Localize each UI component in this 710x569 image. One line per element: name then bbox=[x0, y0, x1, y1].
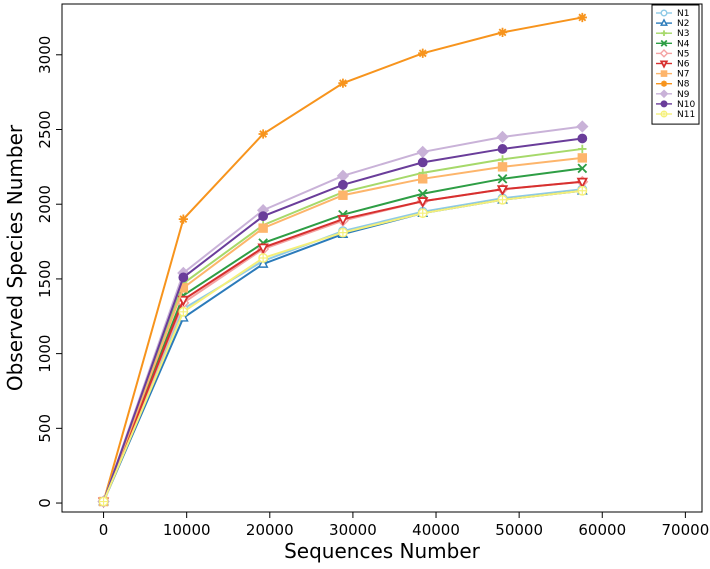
data-point bbox=[257, 257, 269, 268]
x-tick-label: 60000 bbox=[578, 521, 626, 539]
x-tick-label: 40000 bbox=[412, 521, 460, 539]
legend-label: N10 bbox=[677, 100, 695, 110]
data-point bbox=[417, 188, 428, 199]
legend-item: N5 bbox=[656, 49, 689, 59]
data-point bbox=[497, 194, 508, 205]
legend-label: N9 bbox=[677, 90, 690, 100]
data-point bbox=[496, 130, 509, 144]
data-point bbox=[577, 12, 587, 23]
legend-label: N3 bbox=[677, 29, 689, 39]
axes: 0 10000 20000 30000 40000 50000 60000 70000 0 500… bbox=[36, 36, 709, 539]
legend-item: N11 bbox=[656, 110, 695, 120]
data-point bbox=[417, 157, 428, 168]
legend-item: N8 bbox=[656, 80, 690, 90]
data-point bbox=[576, 120, 589, 133]
y-tick-label: 500 bbox=[36, 414, 54, 443]
legend-item: N9 bbox=[656, 89, 690, 100]
x-tick-label: 0 bbox=[99, 521, 109, 539]
legend-label: N8 bbox=[677, 80, 690, 90]
data-point bbox=[497, 144, 508, 154]
data-point bbox=[338, 227, 348, 238]
plot-frame bbox=[61, 3, 703, 513]
x-axis-title: Sequences Number bbox=[284, 539, 481, 563]
legend-item: N2 bbox=[656, 18, 689, 29]
legend-item: N4 bbox=[656, 39, 690, 49]
legend-label: N11 bbox=[677, 110, 695, 120]
series-n8 bbox=[98, 12, 587, 507]
x-tick-label: 10000 bbox=[163, 521, 211, 539]
data-point bbox=[418, 174, 428, 184]
data-point bbox=[336, 169, 350, 182]
y-tick-label: 3000 bbox=[36, 36, 54, 74]
y-tick-label: 2000 bbox=[36, 185, 54, 223]
data-point bbox=[417, 208, 428, 219]
y-tick-label: 1000 bbox=[36, 335, 54, 373]
y-tick-label: 0 bbox=[36, 498, 54, 508]
data-point bbox=[577, 133, 588, 144]
data-point bbox=[496, 185, 509, 197]
data-point bbox=[258, 211, 269, 222]
data-point bbox=[417, 197, 429, 208]
series-line bbox=[102, 16, 583, 502]
data-point bbox=[497, 162, 508, 172]
data-point bbox=[98, 496, 109, 507]
data-point bbox=[577, 153, 588, 163]
legend-label: N5 bbox=[677, 49, 689, 59]
data-point bbox=[178, 214, 188, 224]
data-point bbox=[577, 185, 588, 196]
legend-label: N4 bbox=[677, 39, 690, 49]
data-point bbox=[416, 145, 429, 159]
legend-label: N6 bbox=[677, 60, 690, 70]
data-point bbox=[338, 78, 348, 88]
series-layer bbox=[97, 12, 589, 509]
legend-item: N10 bbox=[656, 100, 695, 110]
data-point bbox=[578, 144, 587, 154]
x-tick-label: 70000 bbox=[662, 521, 710, 539]
data-point bbox=[497, 27, 508, 38]
data-point bbox=[258, 223, 268, 233]
data-point bbox=[178, 306, 189, 317]
data-point bbox=[418, 48, 428, 58]
x-tick-label: 20000 bbox=[246, 521, 294, 539]
data-point bbox=[258, 253, 269, 263]
legend-label: N1 bbox=[677, 9, 689, 19]
legend-item: N3 bbox=[656, 29, 689, 39]
data-point bbox=[178, 272, 189, 283]
legend-item: N6 bbox=[656, 60, 690, 70]
data-point bbox=[258, 129, 268, 139]
legend-label: N7 bbox=[677, 70, 689, 80]
data-point bbox=[576, 177, 589, 189]
data-point bbox=[338, 190, 348, 200]
x-tick-label: 30000 bbox=[329, 521, 377, 539]
data-point bbox=[337, 215, 349, 226]
y-tick-label: 2500 bbox=[36, 110, 54, 148]
y-tick-label: 1500 bbox=[36, 260, 54, 298]
data-point bbox=[577, 163, 588, 174]
x-tick-label: 50000 bbox=[495, 521, 543, 539]
data-point bbox=[257, 243, 269, 255]
data-point bbox=[177, 295, 190, 307]
legend-item: N7 bbox=[656, 70, 689, 80]
legend-label: N2 bbox=[677, 19, 689, 29]
series-n11 bbox=[98, 185, 588, 507]
legend-item: N1 bbox=[656, 9, 689, 19]
y-axis-title: Observed Species Number bbox=[3, 124, 27, 391]
data-point bbox=[497, 173, 508, 184]
data-point bbox=[338, 179, 348, 190]
